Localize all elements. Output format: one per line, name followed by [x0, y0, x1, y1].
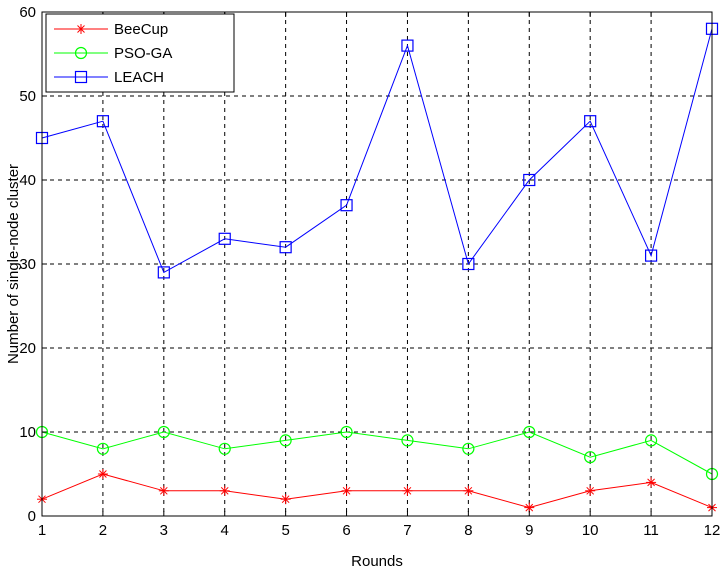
- data-point-beecup: [280, 494, 291, 505]
- y-tick-label: 20: [19, 340, 36, 357]
- data-point-pso-ga: [401, 434, 414, 447]
- series-beecup: [37, 469, 717, 513]
- data-point-leach: [340, 199, 353, 212]
- data-point-pso-ga: [644, 434, 658, 447]
- x-tick-label: 5: [281, 522, 289, 539]
- legend-marker: [76, 24, 86, 34]
- x-tick-label: 9: [525, 522, 533, 539]
- data-point-beecup: [646, 477, 657, 488]
- x-tick-label: 7: [403, 522, 411, 539]
- plot-area: [42, 12, 712, 516]
- x-tick-label: 12: [704, 522, 720, 539]
- data-point-pso-ga: [218, 442, 231, 455]
- y-tick-label: 30: [19, 256, 36, 273]
- data-point-beecup: [402, 485, 413, 496]
- legend-marker: [74, 70, 88, 84]
- data-point-leach: [644, 249, 658, 262]
- data-point-leach: [401, 39, 414, 52]
- x-tick-label: 2: [99, 522, 107, 539]
- data-point-beecup: [219, 485, 230, 496]
- x-axis-title: Rounds: [351, 553, 403, 570]
- data-point-leach: [218, 232, 231, 245]
- data-point-pso-ga: [279, 434, 292, 447]
- data-point-leach: [584, 115, 597, 128]
- data-point-beecup: [463, 485, 474, 496]
- grid: [42, 12, 712, 516]
- data-point-leach: [523, 173, 536, 187]
- x-tick-label: 3: [160, 522, 168, 539]
- data-point-beecup: [158, 485, 169, 496]
- x-tick-label: 6: [342, 522, 350, 539]
- data-point-beecup: [585, 485, 596, 496]
- data-point-leach: [157, 266, 170, 279]
- y-tick-label: 10: [19, 424, 36, 441]
- series-line-pso-ga: [41, 431, 713, 475]
- legend-item-beecup: BeeCup: [54, 21, 168, 38]
- data-point-beecup: [524, 502, 535, 513]
- y-axis-title: Number of single-node cluster: [5, 164, 22, 364]
- data-point-leach: [279, 241, 292, 254]
- y-tick-label: 40: [19, 172, 36, 189]
- legend-label: LEACH: [114, 69, 164, 86]
- legend-item-pso-ga: PSO-GA: [54, 45, 172, 62]
- x-tick-label: 10: [582, 522, 599, 539]
- data-point-pso-ga: [462, 442, 475, 455]
- series-line-leach: [41, 28, 713, 274]
- x-tick-label: 4: [221, 522, 229, 539]
- series-layer: [35, 22, 719, 513]
- data-point-beecup: [341, 485, 352, 496]
- legend-label: PSO-GA: [114, 45, 172, 62]
- legend: BeeCup PSO-GA LEACH: [45, 13, 235, 93]
- x-tick-label: 1: [38, 522, 46, 539]
- data-point-beecup: [97, 469, 108, 479]
- x-tick-label: 8: [464, 522, 472, 539]
- legend-item-leach: LEACH: [54, 69, 164, 86]
- data-point-pso-ga: [523, 425, 536, 439]
- data-point-pso-ga: [340, 425, 353, 439]
- data-point-leach: [96, 115, 110, 128]
- y-tick-label: 60: [19, 4, 36, 21]
- data-point-pso-ga: [157, 425, 170, 439]
- y-tick-label: 0: [28, 508, 36, 525]
- x-tick-label: 11: [643, 522, 659, 539]
- y-tick-label: 50: [19, 88, 36, 105]
- series-line-beecup: [41, 473, 713, 509]
- series-leach: [35, 22, 719, 279]
- legend-marker: [74, 46, 88, 60]
- legend-label: BeeCup: [114, 21, 168, 38]
- data-point-pso-ga: [584, 451, 597, 464]
- data-point-pso-ga: [96, 442, 110, 455]
- data-point-leach: [462, 257, 475, 271]
